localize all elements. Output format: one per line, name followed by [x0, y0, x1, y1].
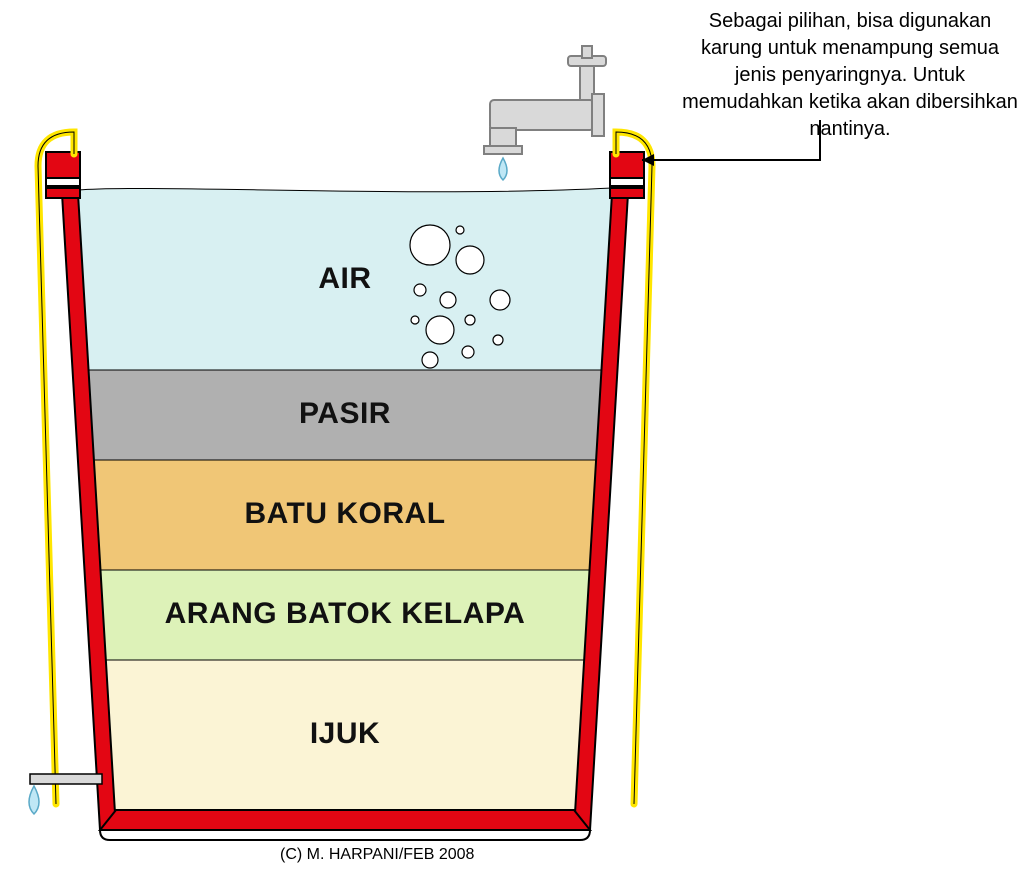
faucet-icon — [484, 46, 606, 180]
bubble-icon — [411, 316, 419, 324]
layer-label-batu: BATU KORAL — [97, 497, 593, 531]
bubble-icon — [465, 315, 475, 325]
bubble-icon — [422, 352, 438, 368]
faucet-drop-icon — [499, 158, 507, 180]
layer-label-air: AIR — [83, 262, 607, 296]
credit-line: (C) M. HARPANI/FEB 2008 — [280, 846, 474, 864]
bubble-icon — [493, 335, 503, 345]
outlet-pipe — [30, 774, 102, 784]
layer-label-arang: ARANG BATOK KELAPA — [103, 597, 587, 631]
layer-label-ijuk: IJUK — [110, 717, 579, 751]
sack-note: Sebagai pilihan, bisa digunakan karung u… — [680, 8, 1020, 143]
bubble-icon — [410, 225, 450, 265]
bubble-icon — [456, 226, 464, 234]
bubble-icon — [426, 316, 454, 344]
outlet-drop-icon — [29, 786, 39, 814]
bubble-icon — [462, 346, 474, 358]
layer-label-pasir: PASIR — [91, 397, 599, 431]
